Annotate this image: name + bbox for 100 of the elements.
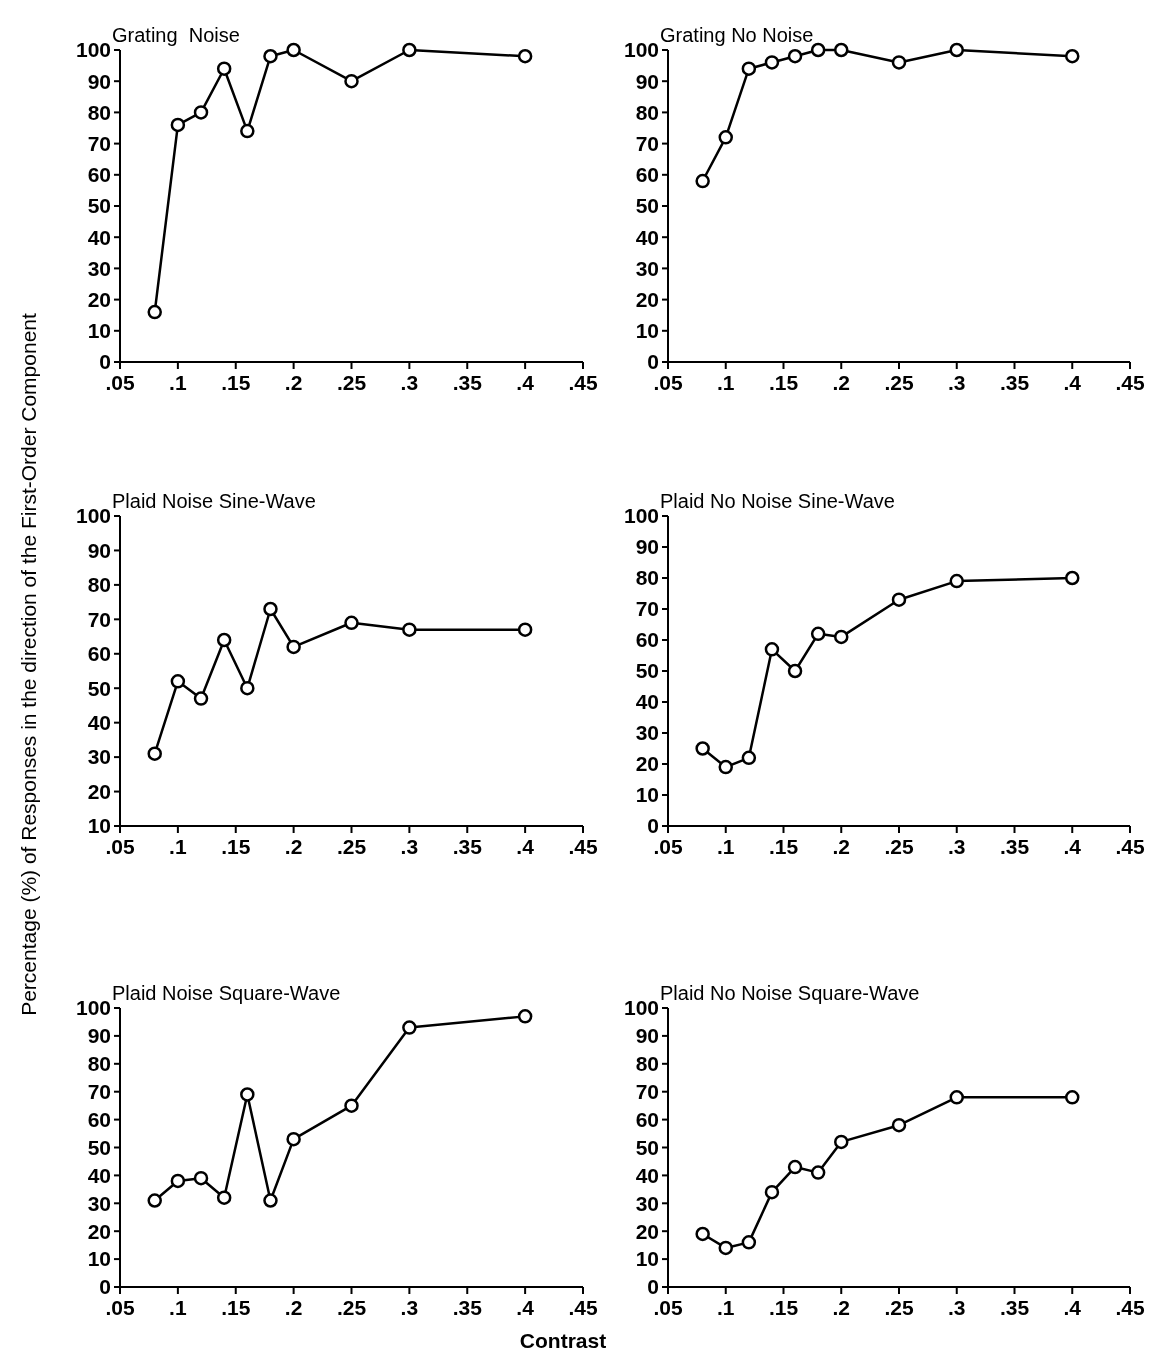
point (170, 117, 186, 133)
point (193, 105, 209, 120)
point (764, 1184, 780, 1200)
chart-title: Plaid Noise Sine-Wave (112, 490, 316, 512)
y-tick-label: 30 (87, 745, 111, 769)
y-tick-label: 90 (87, 538, 111, 562)
y-tick-label: 70 (87, 607, 111, 631)
x-tick-label: .35 (452, 371, 483, 394)
x-tick-label: .2 (284, 371, 303, 394)
y-tick-label: 80 (635, 566, 659, 590)
x-tick-label: .05 (653, 835, 683, 858)
point (147, 746, 162, 761)
point (263, 48, 278, 64)
y-tick-label: 20 (635, 287, 659, 311)
point (216, 632, 232, 648)
x-tick-label: .1 (169, 835, 187, 858)
point (170, 674, 186, 689)
y-tick-label: 100 (75, 504, 111, 528)
y-tick-label: 100 (75, 38, 111, 62)
x-tick-label: .35 (452, 835, 483, 858)
point (240, 1087, 255, 1102)
y-tick-label: 70 (635, 1080, 659, 1104)
y-tick-label: 60 (87, 1107, 111, 1131)
x-tick-label: .05 (105, 835, 135, 858)
x-tick-label: .2 (284, 835, 303, 858)
chart-title: Grating Noise (112, 24, 240, 46)
point (787, 48, 803, 64)
point (764, 55, 780, 70)
y-tick-label: 0 (647, 350, 659, 374)
x-tick-label: .4 (1063, 371, 1082, 394)
x-tick-label: .4 (1063, 835, 1082, 858)
y-tick-label: 40 (87, 711, 111, 735)
point (834, 42, 849, 58)
y-tick-label: 10 (635, 319, 659, 343)
y-tick-label: 90 (87, 69, 111, 93)
point (949, 42, 964, 58)
y-tick-label: 20 (87, 287, 111, 311)
x-tick-label: .45 (1115, 371, 1145, 394)
y-tick-label: 10 (87, 1247, 111, 1271)
point (891, 55, 907, 70)
point (1065, 570, 1080, 586)
point (517, 48, 533, 64)
y-tick-label: 10 (87, 319, 111, 343)
chart-title: Plaid Noise Square-Wave (112, 982, 341, 1004)
x-tick-label: .45 (1115, 835, 1145, 858)
point (402, 622, 417, 637)
point (741, 1235, 757, 1250)
point (810, 626, 826, 642)
point (286, 639, 301, 655)
x-tick-label: .3 (400, 371, 419, 394)
x-tick-label: .4 (1063, 1296, 1082, 1319)
y-tick-label: 80 (87, 100, 111, 124)
y-tick-label: 0 (99, 1275, 111, 1299)
point (344, 73, 359, 89)
x-tick-label: .15 (221, 371, 251, 394)
point (216, 61, 232, 76)
y-tick-label: 30 (87, 1191, 111, 1215)
x-tick-label: .35 (999, 1296, 1030, 1319)
y-tick-label: 30 (635, 721, 659, 745)
point (741, 750, 757, 766)
chart-title: Plaid No Noise Sine-Wave (660, 490, 895, 512)
y-tick-label: 40 (635, 1163, 659, 1187)
x-tick-label: .1 (169, 371, 187, 394)
x-tick-label: .05 (105, 1296, 135, 1319)
y-tick-label: 50 (87, 194, 111, 218)
y-tick-label: 90 (635, 1024, 659, 1048)
x-tick-label: .05 (653, 1296, 683, 1319)
point (344, 1098, 359, 1113)
point (718, 130, 733, 145)
point (402, 42, 417, 58)
point (170, 1173, 186, 1189)
y-tick-label: 70 (87, 1080, 111, 1104)
point (949, 573, 964, 589)
x-tick-label: .4 (516, 1296, 535, 1319)
point (147, 304, 162, 320)
x-tick-label: .25 (884, 1296, 914, 1319)
point (695, 741, 710, 756)
point (764, 642, 780, 657)
y-tick-label: 100 (623, 504, 659, 528)
point (1065, 1090, 1080, 1105)
x-tick-label: .3 (400, 1296, 419, 1319)
x-tick-label: .25 (884, 835, 914, 858)
y-tick-label: 80 (635, 1052, 659, 1076)
y-tick-label: 10 (87, 814, 111, 838)
point (193, 691, 209, 706)
point (216, 1190, 232, 1205)
x-tick-label: .2 (284, 1296, 303, 1319)
y-tick-label: 50 (87, 1135, 111, 1159)
x-tick-label: .45 (568, 1296, 598, 1319)
y-tick-label: 10 (635, 1247, 659, 1271)
y-tick-label: 60 (87, 642, 111, 666)
x-tick-label: .25 (336, 371, 367, 394)
point (810, 1165, 826, 1180)
point (718, 1240, 733, 1256)
point (344, 615, 359, 631)
y-tick-label: 70 (87, 131, 111, 155)
point (891, 592, 907, 607)
y-tick-label: 90 (87, 1024, 111, 1048)
x-axis-title: Contrast (519, 1329, 607, 1352)
y-tick-label: 100 (623, 38, 659, 62)
